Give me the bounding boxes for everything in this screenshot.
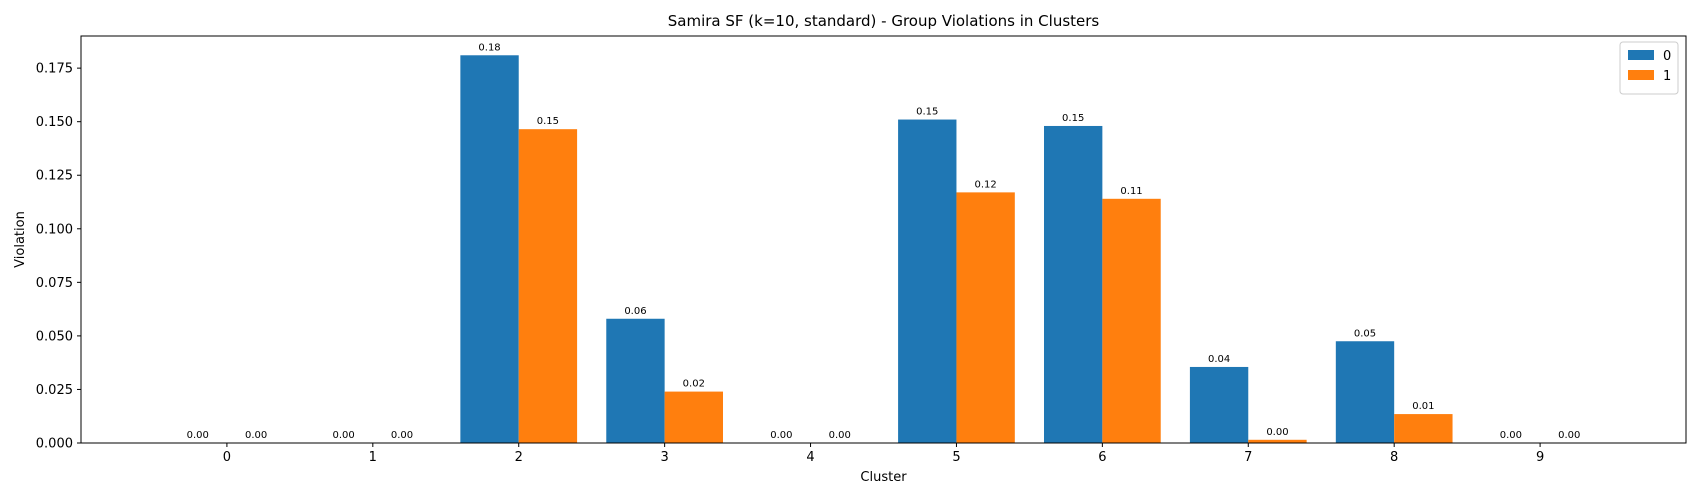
x-tick-label: 5 <box>952 450 960 465</box>
axes-frame <box>80 35 1687 444</box>
x-tick-label: 7 <box>1244 450 1252 465</box>
x-tick-label: 0 <box>223 450 231 465</box>
data-label-series-1-cluster-0: 0.00 <box>245 430 267 441</box>
y-axis-label: Violation <box>13 211 28 268</box>
x-tick-label: 6 <box>1098 450 1106 465</box>
bar-series-0-cluster-6 <box>1044 125 1103 444</box>
data-label-series-0-cluster-7: 0.04 <box>1208 354 1230 365</box>
data-label-series-1-cluster-7: 0.00 <box>1266 427 1288 438</box>
data-label-series-1-cluster-4: 0.00 <box>829 430 851 441</box>
y-tick-label: 0.150 <box>36 115 73 130</box>
legend: 01 <box>1619 41 1679 95</box>
x-axis-label: Cluster <box>860 470 907 485</box>
bar-series-0-cluster-2 <box>460 55 519 444</box>
y-tick-label: 0.100 <box>36 222 73 237</box>
bar-series-0-cluster-3 <box>606 318 665 443</box>
data-label-series-1-cluster-1: 0.00 <box>391 430 413 441</box>
data-label-series-0-cluster-4: 0.00 <box>770 430 792 441</box>
x-tick-label: 9 <box>1536 450 1544 465</box>
data-label-series-1-cluster-8: 0.01 <box>1412 401 1434 412</box>
data-label-series-0-cluster-9: 0.00 <box>1500 430 1522 441</box>
y-tick-label: 0.025 <box>36 383 73 398</box>
bar-series-1-cluster-2 <box>518 129 578 443</box>
x-tick-label: 4 <box>806 450 814 465</box>
chart-title: Samira SF (k=10, standard) - Group Viola… <box>668 12 1100 30</box>
bar-series-0-cluster-8 <box>1335 341 1395 443</box>
data-label-series-0-cluster-8: 0.05 <box>1354 328 1376 339</box>
legend-swatch-0 <box>1628 50 1654 60</box>
y-tick-label: 0.125 <box>36 169 73 184</box>
y-tick-label: 0.175 <box>36 62 73 77</box>
x-tick-label: 1 <box>369 450 377 465</box>
data-label-series-1-cluster-9: 0.00 <box>1558 430 1580 441</box>
legend-label-0: 0 <box>1663 49 1671 64</box>
x-tick-label: 8 <box>1390 450 1398 465</box>
bar-series-1-cluster-6 <box>1102 198 1161 443</box>
legend-label-1: 1 <box>1663 69 1671 84</box>
data-label-series-0-cluster-2: 0.18 <box>478 42 500 53</box>
x-tick-label: 2 <box>515 450 523 465</box>
y-tick-label: 0.075 <box>36 276 73 291</box>
data-label-series-1-cluster-2: 0.15 <box>537 116 559 127</box>
plot-area: 0.00 0.00 0.18 0.06 0.00 0.15 0.15 0.04 0.05 0.00… <box>36 35 1687 465</box>
bar-series-1-cluster-3 <box>664 391 723 443</box>
data-label-series-0-cluster-3: 0.06 <box>624 306 646 317</box>
x-tick-label: 3 <box>660 450 668 465</box>
data-label-series-0-cluster-1: 0.00 <box>333 430 355 441</box>
data-label-series-0-cluster-5: 0.15 <box>916 107 938 118</box>
y-tick-label: 0.050 <box>36 329 73 344</box>
y-tick-label: 0.000 <box>36 437 73 452</box>
data-label-series-0-cluster-6: 0.15 <box>1062 113 1084 124</box>
bar-series-1-cluster-5 <box>956 192 1015 443</box>
data-label-series-1-cluster-6: 0.11 <box>1120 186 1142 197</box>
data-label-series-1-cluster-5: 0.12 <box>975 179 997 190</box>
bar-series-1-cluster-7 <box>1248 439 1307 443</box>
data-label-series-1-cluster-3: 0.02 <box>683 379 705 390</box>
legend-swatch-1 <box>1628 70 1654 80</box>
bar-series-0-cluster-5 <box>898 119 957 443</box>
data-label-series-0-cluster-0: 0.00 <box>187 430 209 441</box>
bar-series-0-cluster-7 <box>1189 366 1249 443</box>
bar-series-1-cluster-8 <box>1394 414 1453 443</box>
